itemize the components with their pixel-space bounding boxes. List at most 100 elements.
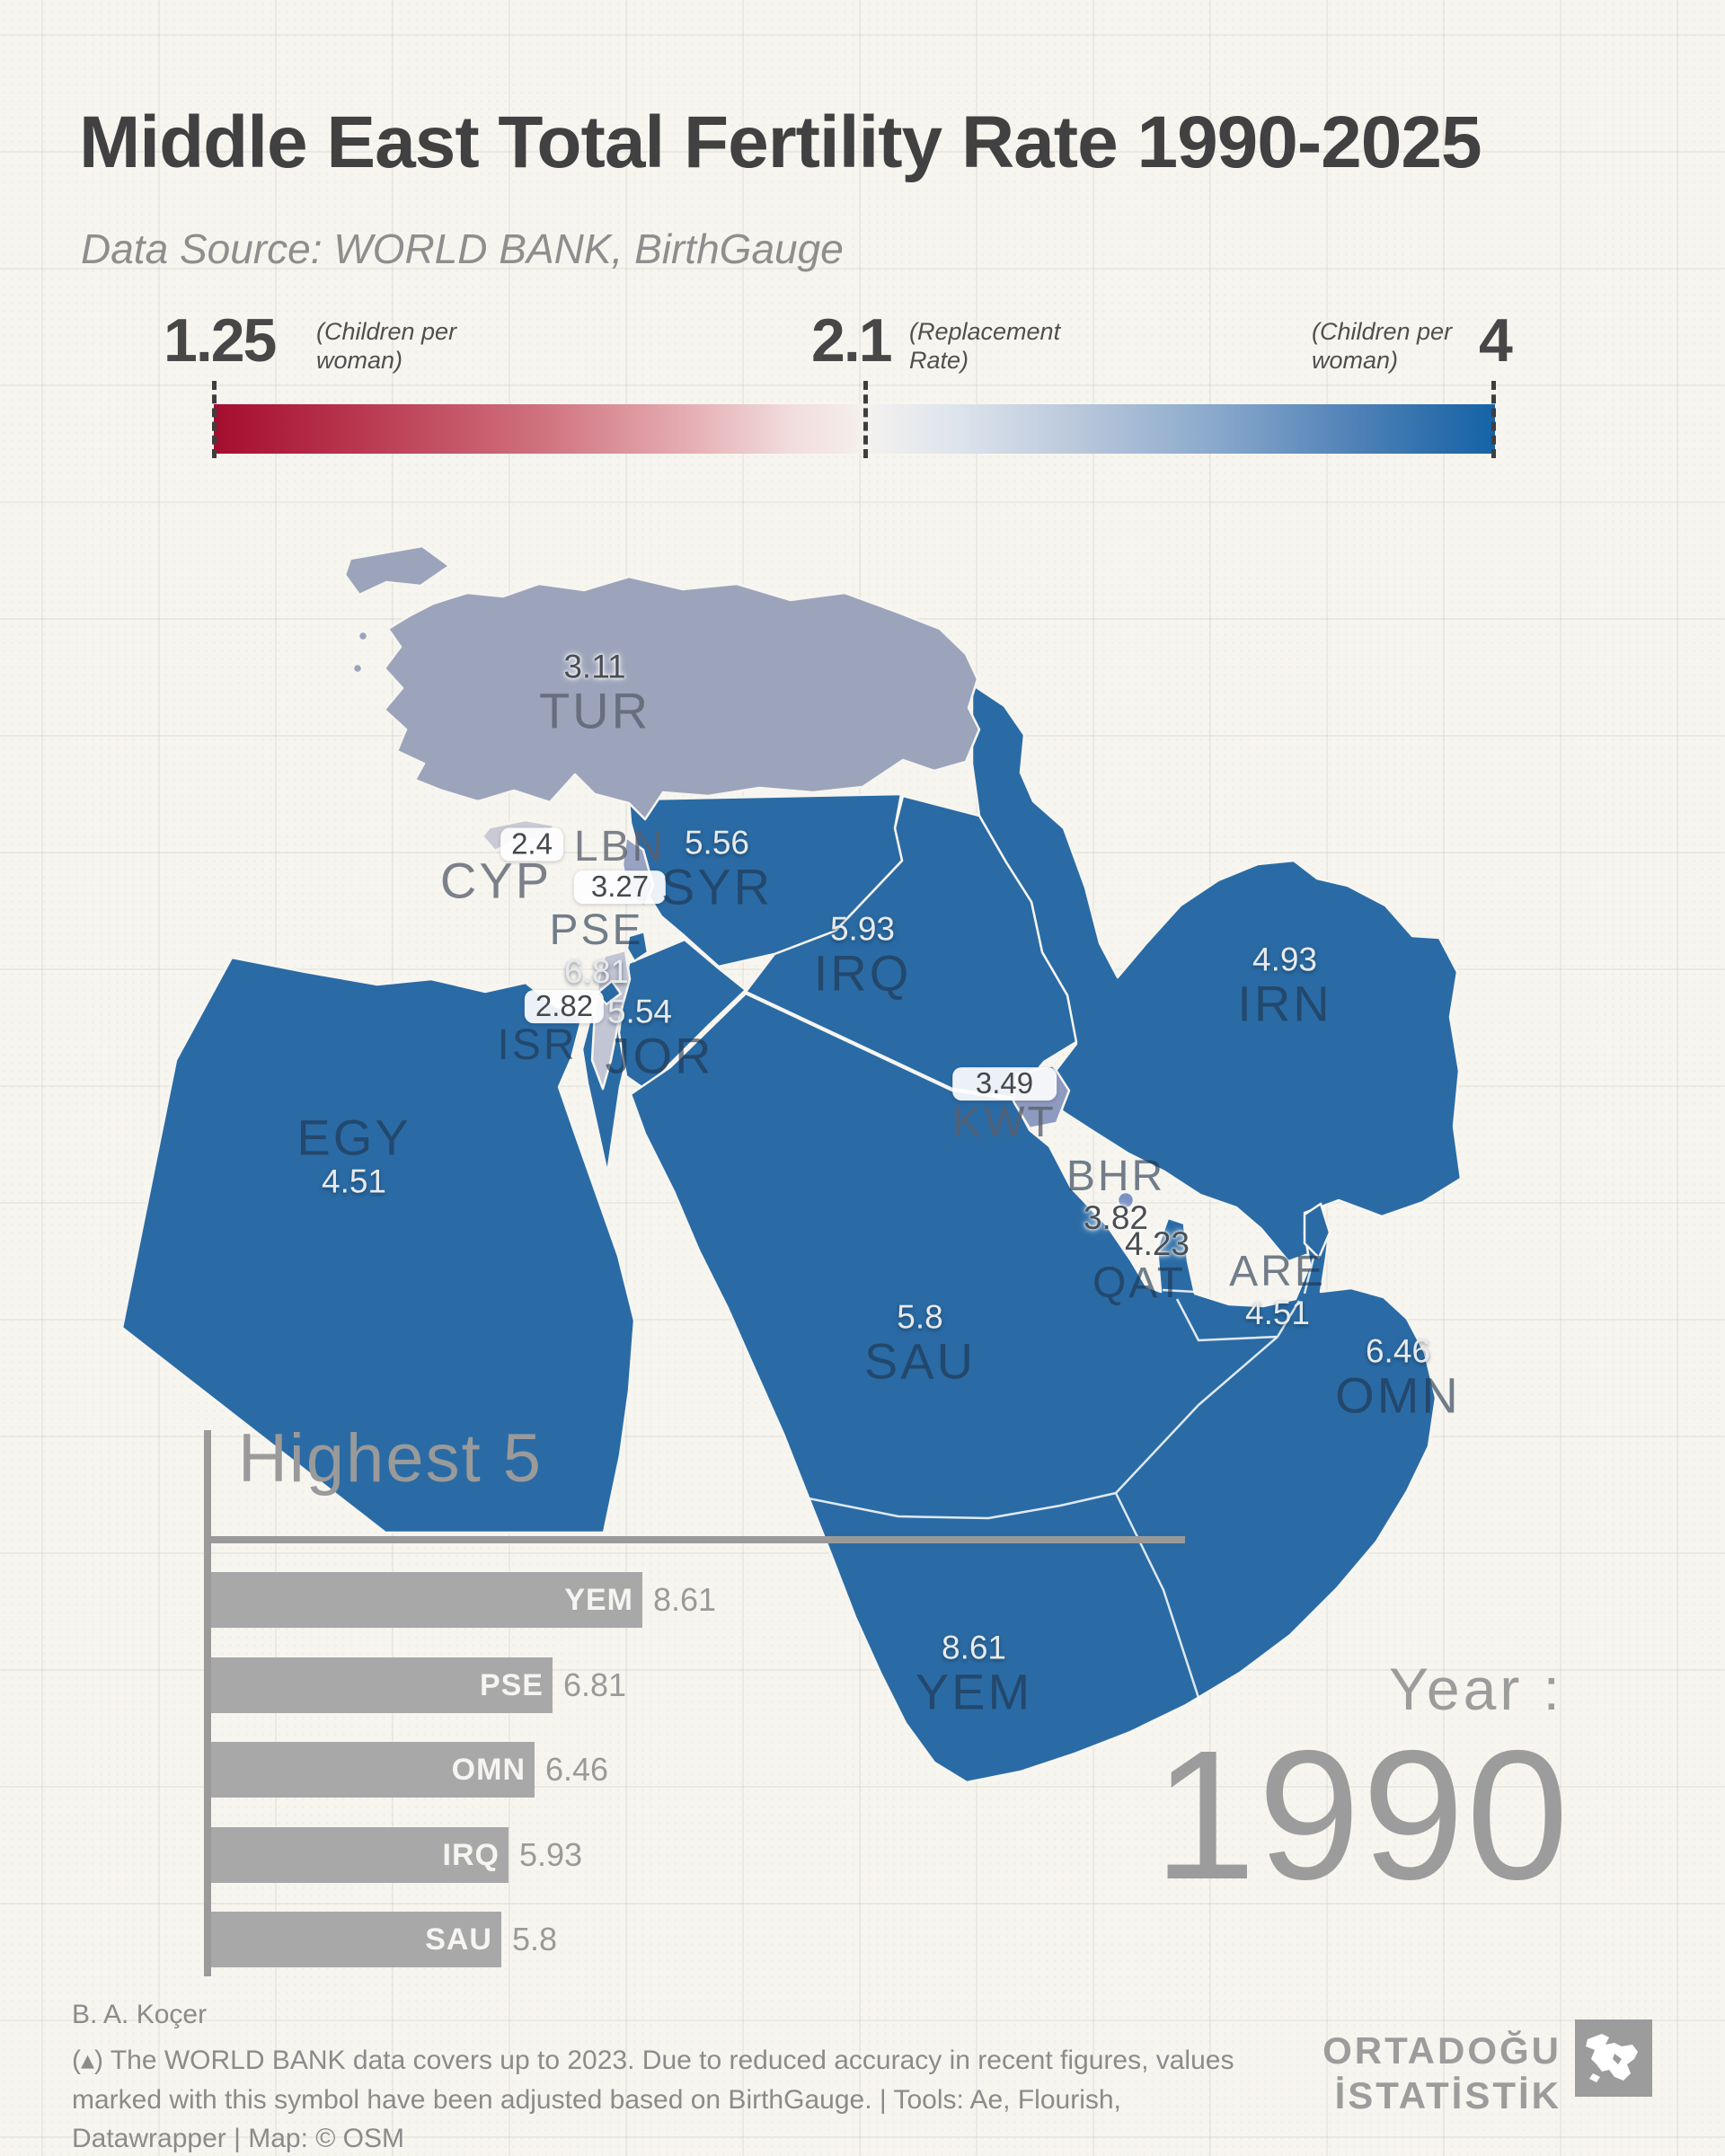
country-shape-omn-musandam [1303, 1202, 1331, 1259]
map-label-qat: 4.23 QAT [1089, 1226, 1190, 1307]
bar-fill: SAU [211, 1912, 501, 1967]
country-shape-arabia [629, 992, 1438, 1784]
map-label-sau: 5.8 SAU [863, 1298, 977, 1390]
bar-row: YEM 8.61 [211, 1572, 716, 1628]
country-code: YEM [915, 1663, 1033, 1720]
map-label-bhr: BHR 3.82 [1066, 1153, 1165, 1236]
bar-code: OMN [451, 1752, 526, 1787]
page-subtitle: Data Source: WORLD BANK, BirthGauge [81, 225, 844, 272]
brand-line1: ORTADOĞU [1322, 2029, 1561, 2072]
country-value: 5.93 [829, 910, 895, 948]
legend-min-note: (Children per woman) [316, 318, 456, 376]
country-shape-bhr [1116, 1190, 1136, 1210]
bar-row: PSE 6.81 [211, 1657, 626, 1713]
bar-code: IRQ [442, 1837, 500, 1872]
country-code: SAU [863, 1332, 977, 1390]
bar-fill: PSE [211, 1657, 553, 1713]
year-value: 1990 [1153, 1712, 1570, 1918]
country-code: KWT [952, 1099, 1057, 1147]
bar-fill: OMN [211, 1742, 535, 1798]
map-label-cyp-code: CYP [439, 852, 553, 909]
legend-max-note-line2: woman) [1312, 346, 1399, 374]
country-value: 6.46 [1365, 1332, 1430, 1370]
bar-fill: IRQ [211, 1827, 509, 1883]
country-code: TUR [538, 682, 651, 739]
legend-mid-note-line1: (Replacement [909, 318, 1061, 345]
brand-logo-map-icon [1586, 2034, 1638, 2082]
country-value: 5.54 [606, 993, 672, 1030]
map-label-syr: 5.56 SYR [660, 824, 774, 915]
bar-row: SAU 5.8 [211, 1912, 557, 1967]
country-code: ISR [497, 1021, 578, 1070]
legend-max-note-line1: (Children per [1312, 318, 1453, 345]
country-value: 3.27 [573, 870, 667, 904]
country-code: IRQ [813, 944, 912, 1002]
legend-tick-max [1491, 381, 1496, 458]
footer-author: B. A. Koçer [72, 2000, 208, 2029]
country-value: 3.11 [563, 648, 626, 685]
country-value: 6.81 [563, 952, 630, 990]
highest5-title: Highest 5 [238, 1420, 544, 1497]
map-label-irn: 4.93 IRN [1237, 941, 1331, 1030]
legend-min-note-line1: (Children per [316, 318, 457, 345]
country-borders [808, 1257, 1315, 1704]
country-value: 3.49 [952, 1067, 1057, 1101]
country-shape-irn [970, 683, 1463, 1263]
legend-mid-value: 2.1 [811, 306, 893, 375]
legend-tick-min [212, 381, 217, 458]
country-value: 5.56 [684, 824, 749, 862]
legend-min-value: 1.25 [164, 306, 277, 375]
country-value: 5.8 [897, 1298, 943, 1336]
map-label-pse: PSE 6.81 [549, 906, 644, 990]
highest5-axis-line [204, 1430, 211, 1976]
country-code: PSE [549, 906, 644, 954]
bar-row: IRQ 5.93 [211, 1827, 582, 1883]
country-shape-tur [383, 575, 981, 821]
brand-line2: İSTATİSTİK [1334, 2073, 1561, 2116]
bar-fill: YEM [211, 1572, 642, 1628]
country-shape-tur-thrace [343, 544, 451, 596]
map-label-are: ARE 4.51 [1229, 1249, 1326, 1330]
legend-max-value: 4 [1479, 306, 1513, 375]
bar-value: 5.93 [519, 1836, 583, 1873]
map-label-egy: EGY 4.51 [296, 1110, 411, 1199]
country-value: 4.93 [1252, 941, 1318, 978]
legend-mid-note: (Replacement Rate) [909, 318, 1060, 376]
map-label-tur: 3.11 TUR [539, 649, 650, 738]
country-code: JOR [605, 1027, 714, 1084]
highest5-panel: Highest 5 YEM 8.61 PSE 6.81 OMN 6.46 IRQ… [204, 1420, 1237, 2005]
bar-code: PSE [479, 1667, 544, 1702]
bar-code: YEM [564, 1582, 633, 1617]
country-code: LBN [573, 823, 667, 871]
country-code: SYR [660, 858, 774, 915]
map-label-isr: 2.82 ISR [497, 990, 605, 1069]
legend-gradient-bar [214, 404, 1495, 454]
country-value: 8.61 [941, 1629, 1007, 1666]
map-label-yem: 8.61 YEM [916, 1630, 1032, 1719]
country-value: 3.82 [1083, 1198, 1148, 1236]
bar-row: OMN 6.46 [211, 1742, 608, 1798]
highest5-rule-line [204, 1536, 1185, 1543]
aegean-island [351, 662, 364, 675]
country-code: CYP [439, 852, 553, 909]
bar-value: 5.8 [512, 1921, 558, 1957]
bar-value: 6.81 [563, 1666, 627, 1703]
bar-value: 8.61 [653, 1581, 717, 1618]
map-label-lbn: LBN 3.27 [573, 823, 667, 904]
legend-min-note-line2: woman) [316, 346, 403, 374]
legend-mid-note-line2: Rate) [909, 346, 969, 374]
map-label-jor: 5.54 JOR [566, 993, 714, 1084]
year-label: Year : [1388, 1656, 1563, 1722]
country-shape-jor [617, 938, 748, 1092]
page-title: Middle East Total Fertility Rate 1990-20… [79, 102, 1482, 183]
country-value: 4.23 [1124, 1224, 1190, 1262]
aegean-island [357, 630, 369, 642]
legend-tick-replacement [863, 381, 868, 458]
country-code: OMN [1335, 1366, 1461, 1424]
country-value: 2.82 [524, 990, 605, 1024]
brand-logo [1575, 2019, 1652, 2097]
map-label-kwt: 3.49 KWT [952, 1067, 1057, 1146]
map-label-omn: 6.46 OMN [1335, 1332, 1461, 1424]
